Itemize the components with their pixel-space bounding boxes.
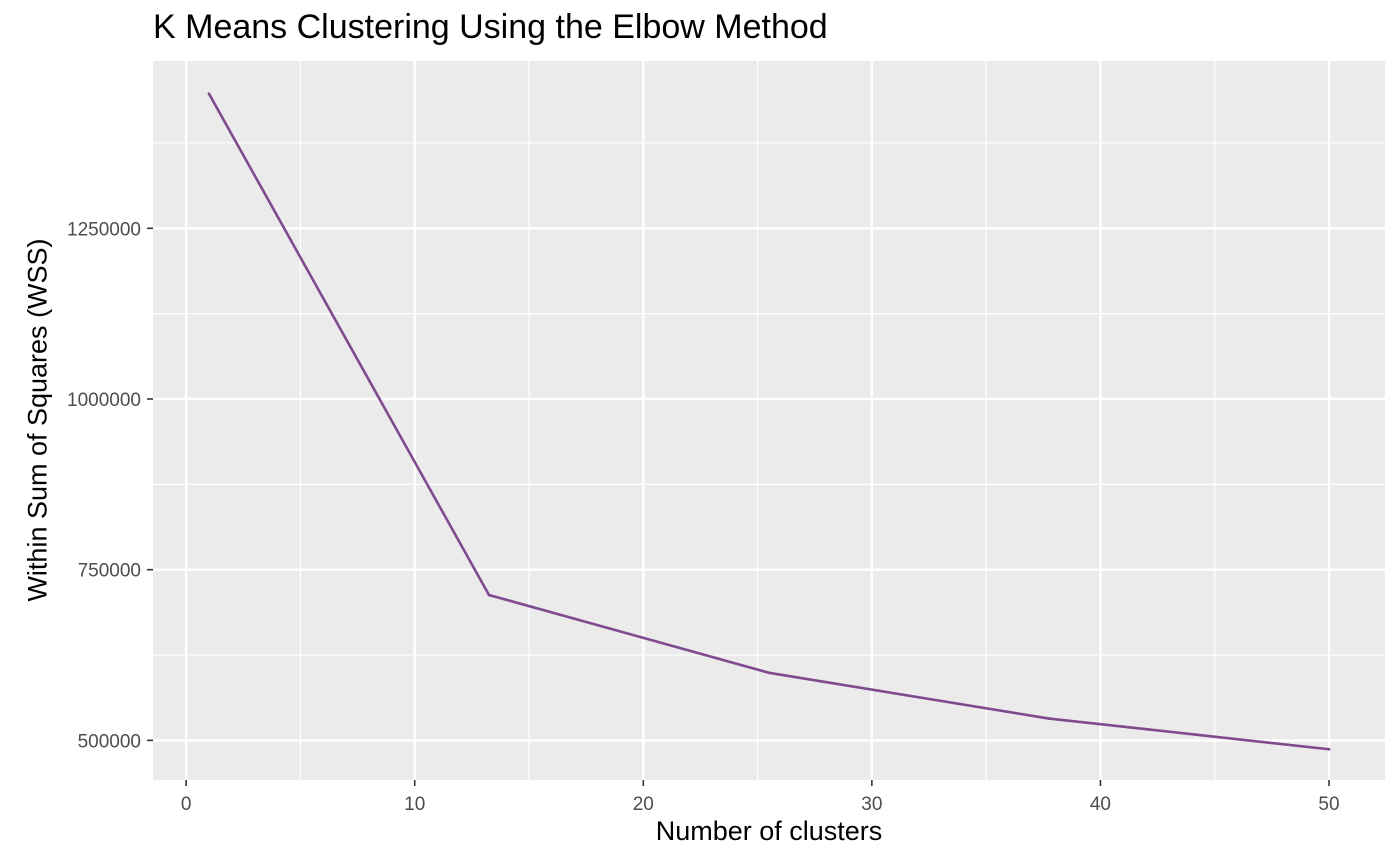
x-axis-title: Number of clusters [655, 816, 883, 846]
y-axis-title: Within Sum of Squares (WSS) [22, 238, 53, 602]
x-tick-label: 0 [181, 794, 192, 815]
x-tick-label: 20 [633, 794, 654, 815]
wss-data-point [487, 593, 491, 597]
major-gridlines [153, 61, 1385, 780]
y-tick-label: 750000 [78, 561, 141, 582]
x-tick-label: 40 [1090, 794, 1111, 815]
series-layer [207, 92, 1331, 751]
x-tick-label: 50 [1318, 794, 1339, 815]
wss-data-point [1327, 747, 1331, 751]
x-tick-labels: 0 10 20 30 40 50 [181, 794, 1340, 815]
y-tick-labels: 500000 750000 1000000 1250000 [67, 219, 141, 752]
axis-ticks [147, 227, 1330, 786]
panel-background [153, 61, 1385, 780]
y-tick-label: 500000 [78, 731, 141, 752]
x-tick-label: 10 [404, 794, 425, 815]
y-tick-label: 1000000 [67, 390, 141, 411]
chart-title: K Means Clustering Using the Elbow Metho… [153, 8, 828, 46]
y-tick-label: 1250000 [67, 219, 141, 240]
x-tick-label: 30 [861, 794, 882, 815]
wss-data-point [1047, 717, 1051, 720]
wss-data-point [767, 671, 771, 675]
wss-data-point [207, 92, 211, 96]
minor-gridlines [153, 61, 1385, 780]
